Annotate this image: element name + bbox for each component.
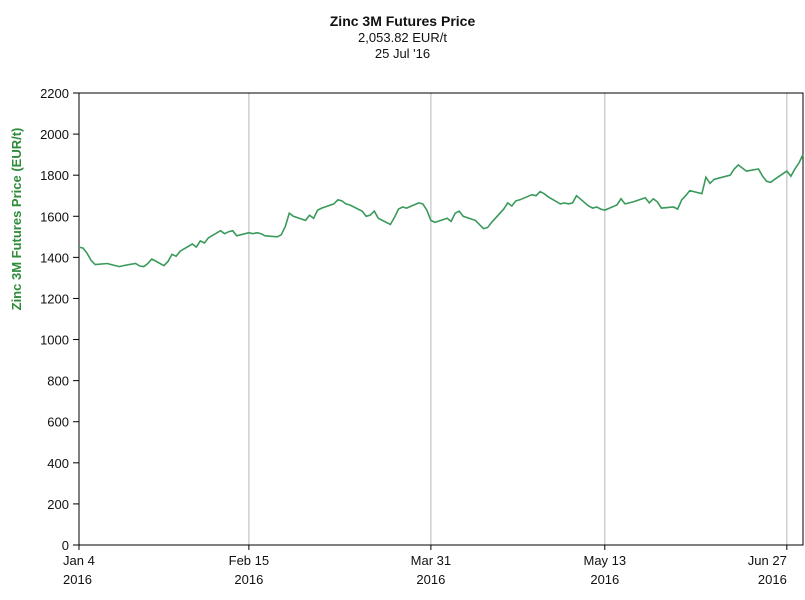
chart-title-block: Zinc 3M Futures Price 2,053.82 EUR/t 25 … (0, 12, 805, 62)
price-series-line (78, 154, 804, 268)
x-tick-label: Jan 4 (63, 553, 95, 568)
x-tick-label: May 13 (583, 553, 626, 568)
y-tick-label: 2200 (40, 86, 69, 101)
y-tick-label: 600 (47, 415, 69, 430)
chart-subtitle-value: 2,053.82 EUR/t (358, 30, 447, 45)
y-tick-label: 800 (47, 374, 69, 389)
chart-title: Zinc 3M Futures Price (329, 13, 476, 29)
x-tick-year-label: 2016 (758, 572, 787, 587)
chart-subtitle-date: 25 Jul '16 (374, 46, 431, 61)
y-axis-label: Zinc 3M Futures Price (EUR/t) (9, 128, 24, 311)
y-tick-label: 1200 (40, 291, 69, 306)
x-tick-label: Feb 15 (229, 553, 269, 568)
y-tick-label: 2000 (40, 127, 69, 142)
x-tick-year-label: 2016 (63, 572, 92, 587)
y-tick-label: 200 (47, 497, 69, 512)
x-tick-label: Mar 31 (411, 553, 451, 568)
x-axis-ticks: Jan 4 2016 Feb 15 2016 Mar 31 2016 May 13 2016 J… (63, 545, 788, 587)
plot-area-frame (78, 92, 804, 546)
y-tick-label: 1800 (40, 168, 69, 183)
x-tick-label: Jun 27 (748, 553, 787, 568)
y-tick-label: 1600 (40, 209, 69, 224)
y-axis-ticks: 0 200 400 600 800 1000 1200 1400 1600 1800 2000 220… (40, 86, 79, 553)
grid-lines (248, 93, 788, 545)
y-tick-label: 1000 (40, 333, 69, 348)
x-tick-year-label: 2016 (234, 572, 263, 587)
y-tick-label: 0 (62, 538, 69, 553)
y-tick-label: 1400 (40, 250, 69, 265)
y-tick-label: 400 (47, 456, 69, 471)
x-tick-year-label: 2016 (590, 572, 619, 587)
x-tick-year-label: 2016 (416, 572, 445, 587)
